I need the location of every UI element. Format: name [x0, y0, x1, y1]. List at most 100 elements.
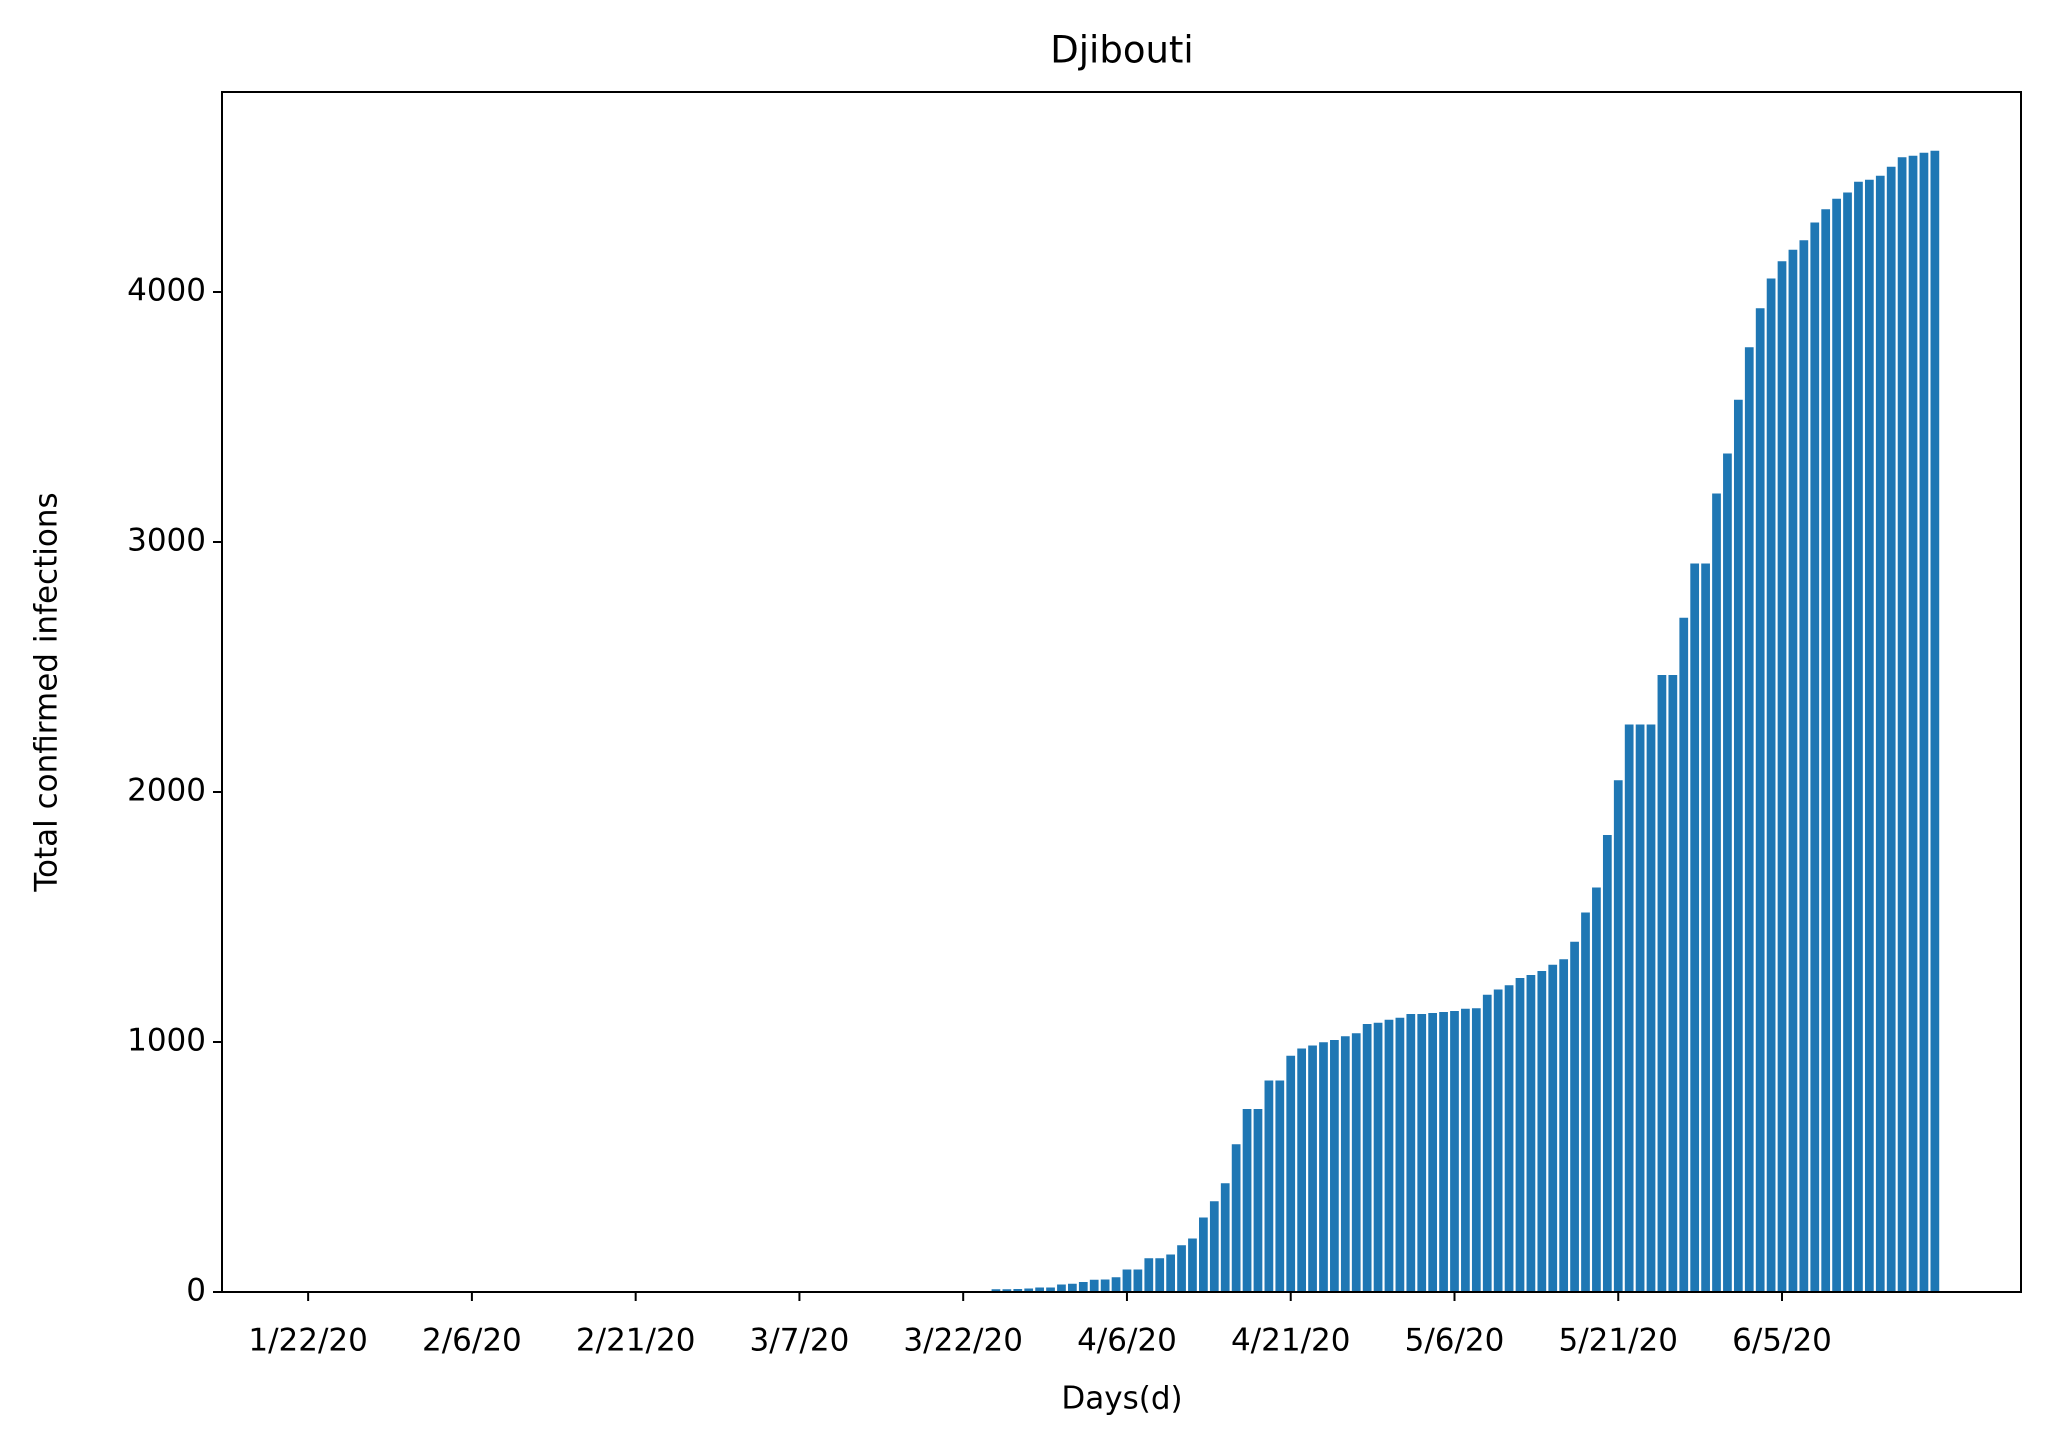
bar	[1527, 975, 1536, 1292]
bar	[1821, 209, 1830, 1292]
bar	[1483, 995, 1492, 1292]
bar	[1057, 1285, 1066, 1293]
bar	[1406, 1014, 1415, 1292]
bar	[1243, 1109, 1252, 1292]
bar	[1155, 1258, 1164, 1292]
bar	[1701, 564, 1710, 1293]
bar	[1647, 725, 1656, 1293]
bar	[1537, 971, 1546, 1292]
bar	[1385, 1020, 1394, 1292]
bar	[1734, 400, 1743, 1292]
bar	[1396, 1018, 1405, 1292]
bar	[1756, 308, 1765, 1292]
bar	[1865, 180, 1874, 1292]
bar	[1144, 1258, 1153, 1292]
bar	[1723, 454, 1732, 1293]
bar	[1166, 1255, 1175, 1293]
x-tick-label: 2/21/20	[576, 1323, 696, 1359]
bar	[1930, 151, 1939, 1292]
bar	[1101, 1280, 1110, 1293]
chart-title: Djibouti	[1050, 29, 1193, 72]
bar	[1658, 675, 1667, 1292]
y-tick-label: 1000	[127, 1023, 206, 1059]
bar	[1810, 223, 1819, 1293]
y-tick-label: 4000	[127, 273, 206, 309]
bar	[1832, 199, 1841, 1292]
bar	[1668, 675, 1677, 1292]
bar	[1920, 153, 1929, 1292]
x-tick-label: 4/21/20	[1231, 1323, 1351, 1359]
bar	[1898, 157, 1907, 1292]
bar	[1374, 1023, 1383, 1292]
x-tick-label: 3/7/20	[750, 1323, 850, 1359]
x-tick-label: 2/6/20	[422, 1323, 522, 1359]
bar	[1341, 1036, 1350, 1292]
bar	[1199, 1218, 1208, 1293]
bar	[1843, 193, 1852, 1293]
bar	[1450, 1011, 1459, 1292]
bar	[1265, 1081, 1274, 1293]
bar	[1363, 1024, 1372, 1292]
bar	[1210, 1201, 1219, 1292]
bar	[1112, 1277, 1121, 1292]
y-tick-label: 2000	[127, 773, 206, 809]
bar	[1177, 1245, 1186, 1292]
x-tick-label: 4/6/20	[1077, 1323, 1177, 1359]
bar	[1134, 1270, 1143, 1293]
bar	[1232, 1144, 1241, 1292]
bar	[1614, 780, 1623, 1292]
bar	[1330, 1040, 1339, 1292]
bar	[1789, 250, 1798, 1292]
bar	[1221, 1183, 1230, 1292]
bar	[1417, 1014, 1426, 1292]
bar	[1767, 279, 1776, 1293]
bar	[1079, 1282, 1088, 1292]
bar	[1603, 835, 1612, 1292]
bar	[1254, 1109, 1263, 1292]
x-tick-label: 5/21/20	[1558, 1323, 1678, 1359]
x-axis-label: Days(d)	[1061, 1381, 1182, 1417]
bar	[1516, 978, 1525, 1292]
bar	[1636, 725, 1645, 1293]
bar	[1439, 1012, 1448, 1292]
y-tick-label: 3000	[127, 523, 206, 559]
bar	[1679, 618, 1688, 1292]
bar	[1876, 176, 1885, 1292]
bar	[1428, 1013, 1437, 1292]
bar	[1461, 1009, 1470, 1292]
bar	[1592, 888, 1601, 1293]
bar	[1909, 156, 1918, 1292]
bar	[1494, 990, 1503, 1293]
bar	[1308, 1046, 1317, 1293]
y-tick-label: 0	[186, 1273, 206, 1309]
y-axis-label: Total confirmed infections	[29, 492, 65, 892]
bar	[1090, 1280, 1099, 1292]
bar	[1548, 965, 1557, 1292]
bar	[1690, 564, 1699, 1293]
x-tick-label: 1/22/20	[248, 1323, 368, 1359]
bar	[1319, 1042, 1328, 1292]
bar	[1712, 494, 1721, 1293]
x-tick-label: 5/6/20	[1405, 1323, 1505, 1359]
bar	[1625, 725, 1634, 1293]
bar	[1570, 942, 1579, 1292]
bar	[1275, 1081, 1284, 1293]
bar	[1745, 347, 1754, 1292]
bar	[1581, 913, 1590, 1293]
x-tick-label: 3/22/20	[903, 1323, 1023, 1359]
bar	[1778, 261, 1787, 1292]
bar	[1068, 1284, 1077, 1292]
bar	[1559, 959, 1568, 1292]
bar	[1188, 1239, 1197, 1293]
bar	[1352, 1033, 1361, 1292]
bar	[1799, 240, 1808, 1292]
bar	[1854, 182, 1863, 1292]
x-tick-label: 6/5/20	[1732, 1323, 1832, 1359]
bar	[1297, 1049, 1306, 1293]
bar	[1472, 1008, 1481, 1292]
bar	[1887, 167, 1896, 1292]
bar	[1286, 1056, 1295, 1292]
bar	[1505, 985, 1514, 1292]
